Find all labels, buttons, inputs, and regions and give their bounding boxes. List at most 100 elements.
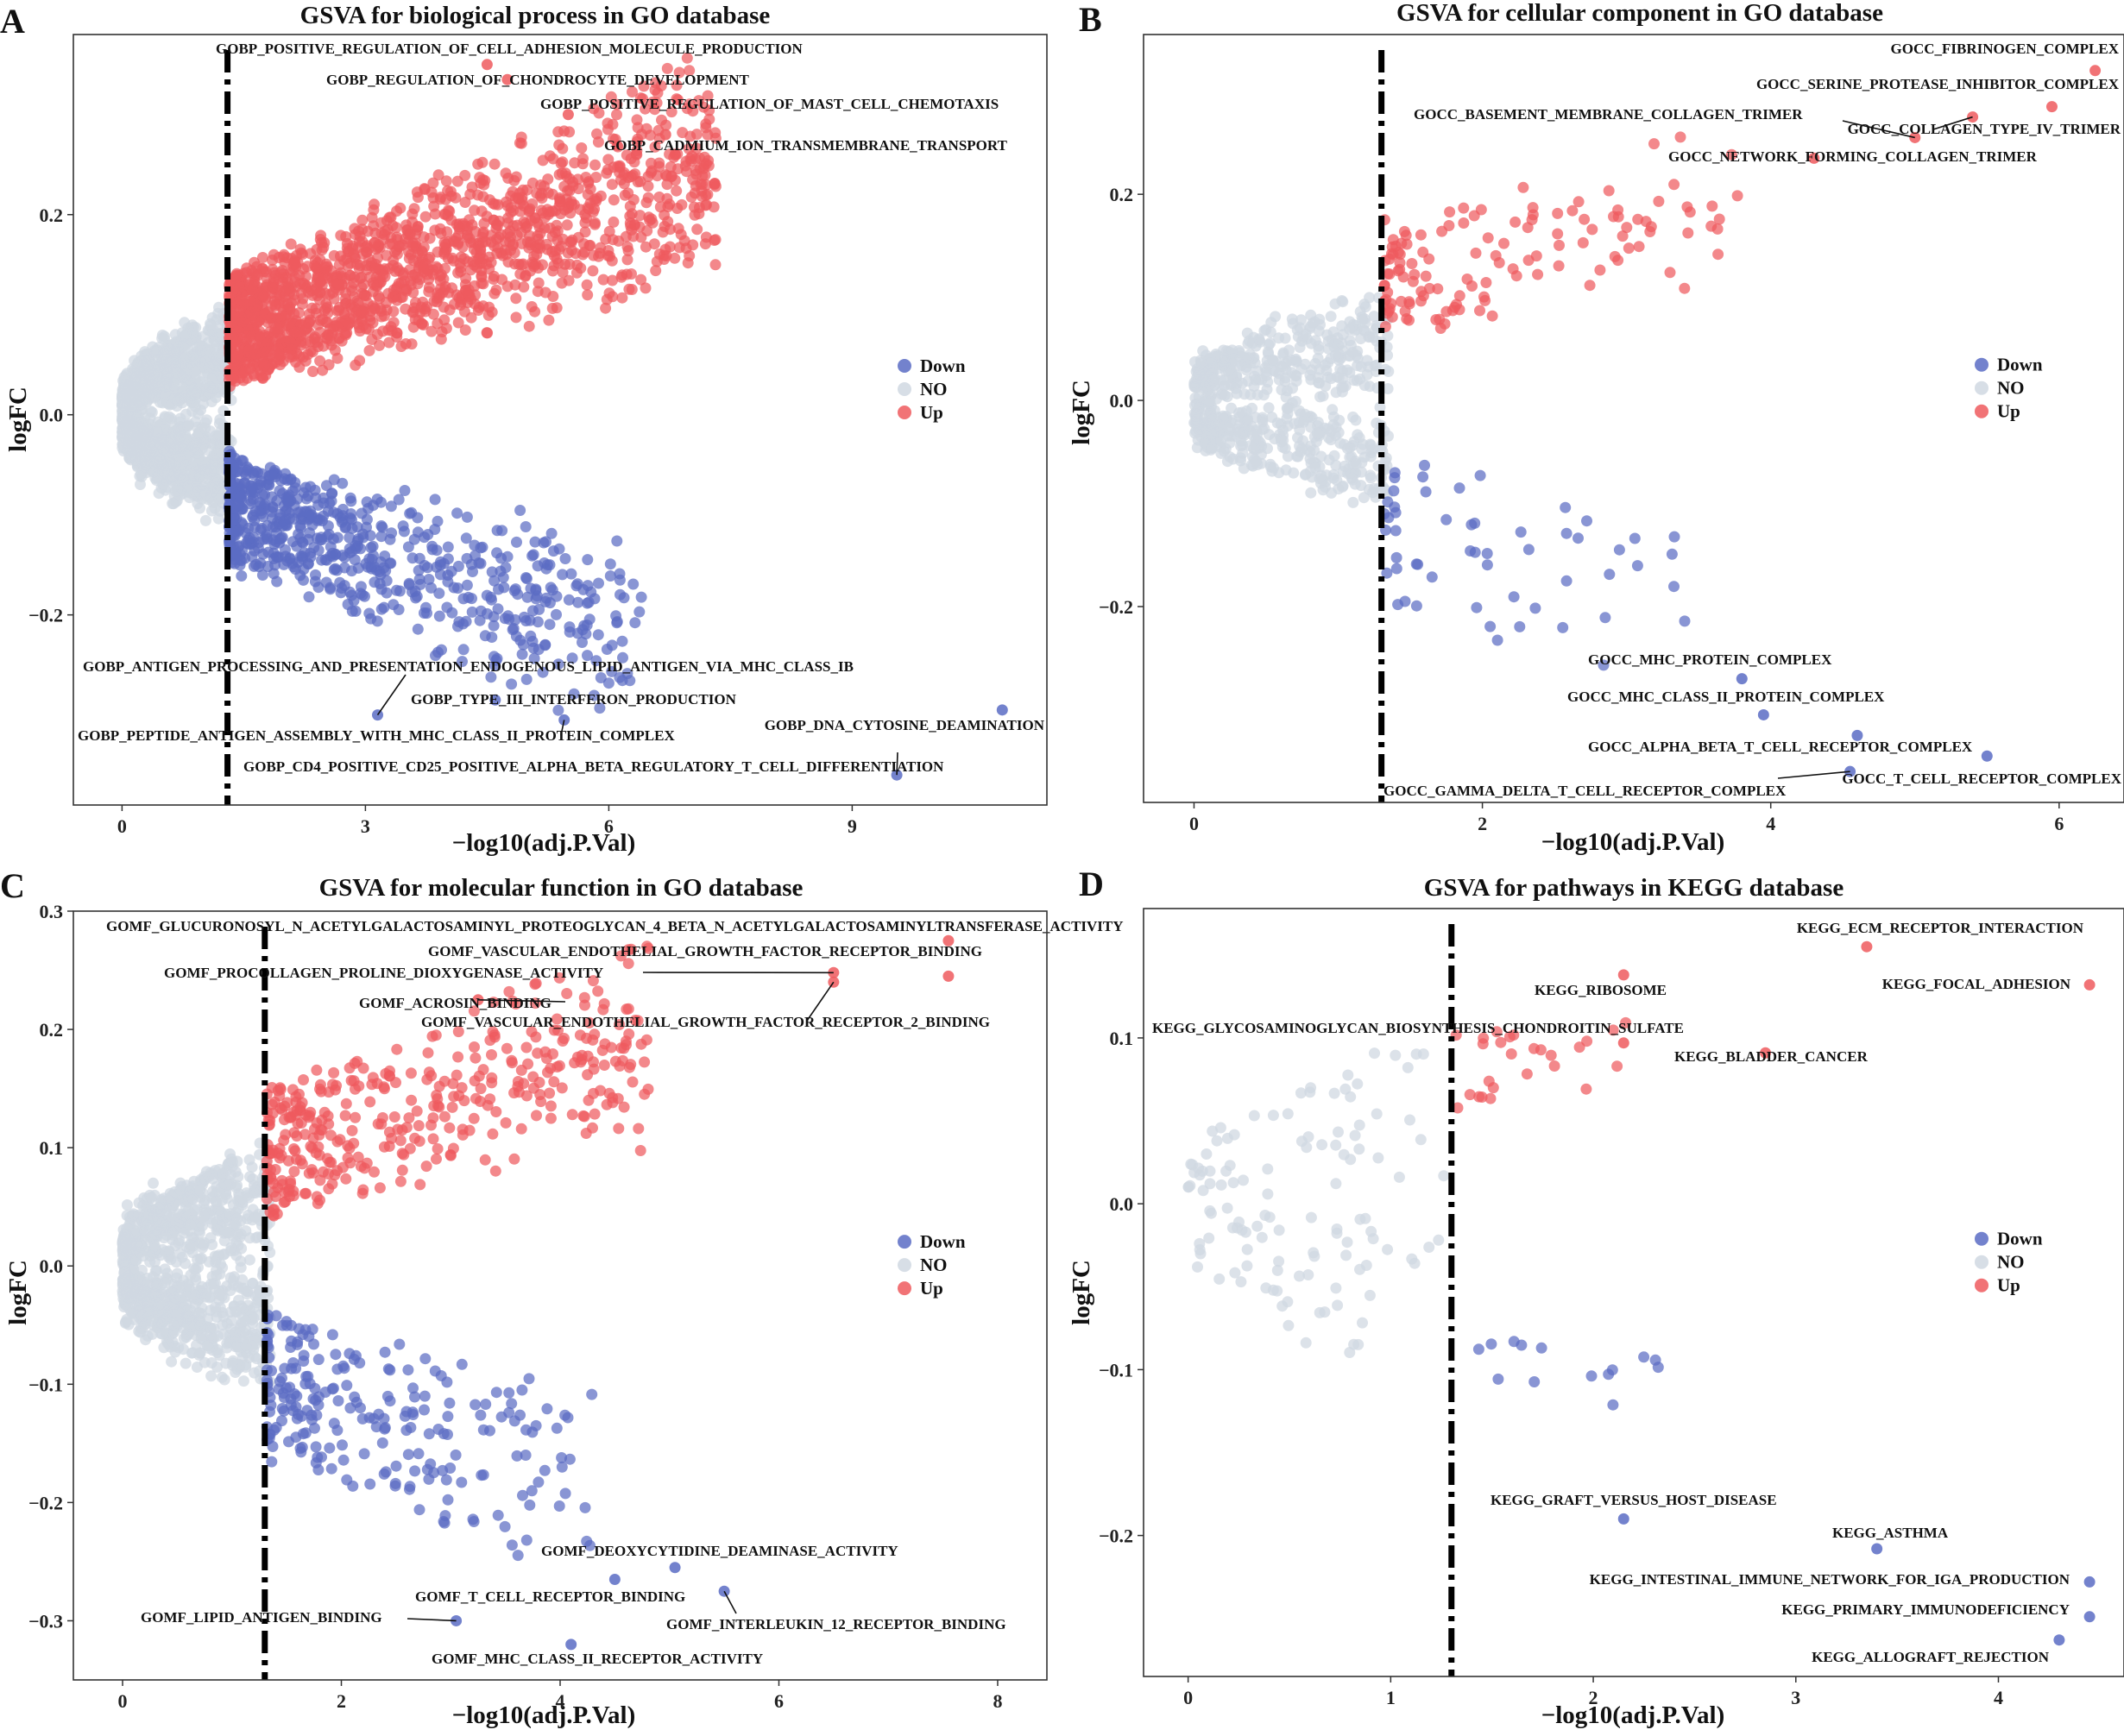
down-point (546, 528, 558, 539)
up-point (1469, 211, 1480, 222)
up-point (1648, 138, 1660, 149)
no-point (1243, 375, 1254, 387)
down-point (545, 597, 556, 608)
up-point (465, 264, 476, 275)
up-point (1554, 240, 1565, 251)
no-point (1305, 487, 1316, 499)
up-point (1458, 203, 1469, 214)
down-point (1469, 518, 1480, 529)
y-axis-label: logFC (4, 387, 32, 452)
down-point (502, 610, 514, 621)
down-point (1561, 528, 1573, 539)
up-point (437, 326, 448, 337)
point-annotation: GOCC_BASEMENT_MEMBRANE_COLLAGEN_TRIMER (1414, 106, 1803, 123)
no-point (1314, 314, 1325, 325)
up-point (396, 341, 407, 352)
up-point (274, 359, 286, 370)
down-point (458, 593, 470, 604)
up-point (300, 355, 312, 367)
no-point (1208, 374, 1220, 386)
up-point (1417, 247, 1428, 258)
point-annotation: GOBP_PEPTIDE_ANTIGEN_ASSEMBLY_WITH_MHC_C… (78, 727, 675, 744)
no-point (1328, 469, 1339, 481)
point-annotation: GOCC_MHC_CLASS_II_PROTEIN_COMPLEX (1567, 689, 1885, 705)
down-point (1667, 549, 1678, 560)
down-point (237, 519, 249, 531)
no-point (1358, 324, 1370, 336)
no-point (129, 432, 140, 443)
up-point (520, 270, 532, 281)
down-point (1427, 571, 1438, 582)
no-point (1200, 417, 1211, 428)
up-point (1665, 267, 1676, 278)
no-point (1281, 392, 1292, 403)
up-point (445, 186, 457, 198)
up-point (523, 206, 534, 217)
up-point (453, 318, 464, 329)
down-point (627, 579, 639, 590)
up-point (482, 327, 493, 338)
no-point (213, 302, 224, 313)
up-point (1578, 237, 1589, 248)
x-axis-label: −log10(adj.P.Val) (1541, 828, 1725, 856)
up-point (644, 215, 655, 226)
up-point (1480, 277, 1491, 288)
no-point (142, 349, 154, 360)
up-point (535, 228, 546, 239)
up-point (1434, 314, 1445, 325)
up-point (418, 262, 429, 274)
point-annotation: GOBP_CADMIUM_ION_TRANSMEMBRANE_TRANSPORT (604, 137, 1008, 154)
point-annotation: GOCC_GAMMA_DELTA_T_CELL_RECEPTOR_COMPLEX (1383, 783, 1787, 799)
up-point (608, 119, 619, 130)
up-point (356, 215, 368, 226)
no-point (148, 360, 159, 371)
chart-title: GSVA for biological process in GO databa… (300, 2, 771, 29)
no-point (160, 411, 171, 422)
down-point (564, 621, 575, 632)
down-point (410, 593, 421, 604)
up-point (653, 192, 665, 203)
up-point (529, 306, 540, 318)
down-point (511, 537, 522, 548)
up-point (279, 286, 290, 298)
no-point (192, 381, 203, 393)
up-point (384, 212, 395, 223)
up-point (337, 280, 348, 291)
up-point (1474, 305, 1485, 317)
up-point (650, 265, 661, 276)
no-point (197, 443, 208, 454)
down-point (519, 612, 530, 623)
legend-swatch-up (1975, 405, 1988, 418)
up-point (1415, 295, 1427, 306)
up-point (244, 363, 255, 374)
down-point (518, 639, 529, 651)
up-point (354, 322, 365, 333)
up-point (314, 355, 325, 367)
down-point (1529, 602, 1541, 613)
up-point (312, 272, 323, 283)
up-point (633, 122, 644, 133)
panel-letter: B (1079, 0, 1102, 39)
down-point (429, 524, 440, 535)
no-point (1194, 407, 1206, 418)
down-point (610, 610, 621, 621)
down-point (475, 542, 486, 553)
down-point (368, 550, 379, 562)
chart-title: GSVA for cellular component in GO databa… (1396, 0, 1883, 27)
down-point (560, 553, 571, 564)
up-point (1471, 248, 1482, 259)
down-point (297, 553, 308, 564)
up-point (503, 256, 514, 267)
up-point (1610, 251, 1621, 262)
up-point (346, 281, 357, 292)
panel-b: B GSVA for cellular component in GO datab… (1068, 0, 2124, 856)
up-point (629, 219, 640, 230)
x-tick-label: 9 (848, 815, 857, 837)
no-point (1282, 403, 1293, 414)
down-point (548, 545, 559, 557)
up-point (489, 159, 501, 170)
down-point (1482, 559, 1493, 570)
up-point (298, 263, 309, 274)
up-point (274, 333, 286, 344)
up-point (557, 143, 568, 154)
